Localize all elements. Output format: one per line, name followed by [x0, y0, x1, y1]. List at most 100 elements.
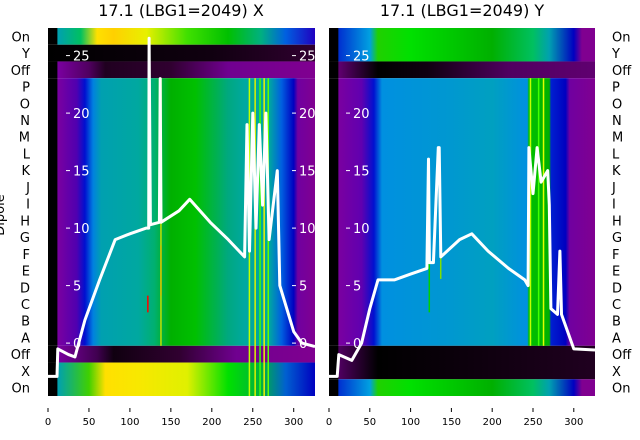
series-line-profile — [48, 36, 315, 378]
heatmap-stripe — [529, 78, 532, 346]
x-tick-label: 150 — [161, 417, 180, 428]
x-tick-label: 150 — [442, 417, 461, 428]
x-tick-label: 100 — [120, 417, 139, 428]
inner-y-tick-label: 15 — [73, 165, 90, 180]
row-label: E — [612, 265, 620, 280]
row-label: Off — [11, 64, 31, 79]
row-label: D — [20, 281, 30, 296]
inner-y-tick-label: 0 — [353, 337, 361, 352]
row-label: A — [612, 331, 621, 346]
panel-0: 0 5 10 15 20 250 5 10 15 20 25 On Y Off PONMLKJIHGFEDC… — [11, 28, 316, 428]
x-tick-label: 100 — [401, 417, 420, 428]
row-label: C — [612, 298, 621, 313]
row-label: G — [612, 231, 622, 246]
x-tick-label: 0 — [45, 417, 51, 428]
row-label: X — [612, 365, 621, 380]
inner-y-tick-label: 10 — [299, 222, 316, 237]
heatmap-stripe — [537, 78, 540, 346]
inner-y-tick-label: 25 — [299, 50, 316, 65]
y-axis-label: Dipole — [0, 194, 8, 235]
heatmap-band — [329, 61, 595, 79]
row-label: On — [612, 30, 630, 45]
row-label: B — [21, 315, 30, 330]
heatmap-stripe — [259, 78, 261, 396]
heatmap: 0 5 10 15 20 25 — [329, 28, 595, 396]
row-label: H — [20, 214, 30, 229]
row-label: L — [23, 147, 31, 162]
heatmap-band — [48, 362, 315, 396]
inner-y-tick-label: 5 — [299, 280, 307, 295]
row-label: F — [23, 248, 30, 263]
row-label: On — [12, 382, 30, 397]
x-tick-label: 300 — [564, 417, 583, 428]
heatmap-stripe — [147, 295, 149, 313]
x-tick-label: 0 — [326, 417, 332, 428]
row-label: On — [12, 30, 30, 45]
inner-y-tick-label: 25 — [73, 50, 90, 65]
row-label: N — [612, 114, 622, 129]
row-label: On — [612, 382, 630, 397]
row-label: Off — [612, 64, 632, 79]
inner-y-tick-label: 10 — [353, 222, 370, 237]
row-label: Off — [11, 348, 31, 363]
row-label: O — [20, 97, 30, 112]
x-tick-label: 250 — [523, 417, 542, 428]
row-label: X — [21, 365, 30, 380]
inner-y-tick-label: 20 — [299, 107, 316, 122]
inner-y-tick-label: 25 — [353, 50, 370, 65]
row-label: Y — [611, 47, 620, 62]
row-label: D — [612, 281, 622, 296]
x-tick-label: 200 — [483, 417, 502, 428]
row-label: P — [612, 81, 620, 96]
inner-y-tick-label: 20 — [353, 107, 370, 122]
x-tick-label: 200 — [202, 417, 221, 428]
row-label: J — [611, 181, 616, 196]
heatmap-band — [48, 44, 315, 62]
heatmap-band — [329, 28, 595, 62]
chart-title-y: 17.1 (LBG1=2049) Y — [380, 1, 545, 20]
row-label: F — [612, 248, 619, 263]
x-tick-label: 250 — [243, 417, 262, 428]
inner-y-tick-label: 15 — [353, 165, 370, 180]
heatmap-stripe — [542, 78, 545, 346]
row-label: I — [612, 198, 616, 213]
row-label: Y — [21, 47, 30, 62]
heatmap-band — [48, 345, 315, 363]
series-line-profile — [329, 146, 595, 378]
row-label: H — [612, 214, 622, 229]
row-label: L — [612, 147, 620, 162]
heatmap-stripe — [428, 262, 431, 313]
row-label: N — [20, 114, 30, 129]
row-label: O — [612, 97, 622, 112]
x-tick-label: 50 — [83, 417, 96, 428]
heatmap-band — [329, 345, 595, 380]
inner-y-tick-label: 5 — [73, 280, 81, 295]
row-label: K — [612, 164, 621, 179]
row-label: C — [21, 298, 30, 313]
row-label: E — [22, 265, 30, 280]
heatmap-stripe — [254, 78, 256, 396]
row-label: M — [19, 131, 30, 146]
row-label: K — [21, 164, 30, 179]
heatmap-band — [329, 379, 595, 396]
heatmap-band — [48, 28, 315, 45]
inner-y-tick-label: 5 — [353, 280, 361, 295]
x-tick-label: 50 — [363, 417, 376, 428]
heatmap-band — [48, 61, 315, 79]
row-label: Off — [612, 348, 632, 363]
inner-y-tick-label: 20 — [73, 107, 90, 122]
row-label: M — [612, 131, 623, 146]
x-tick-label: 300 — [284, 417, 303, 428]
row-label: I — [26, 198, 30, 213]
row-label: B — [612, 315, 621, 330]
row-label: J — [25, 181, 30, 196]
row-label: G — [20, 231, 30, 246]
heatmap-stripe — [263, 78, 265, 396]
inner-y-tick-label: 15 — [299, 165, 316, 180]
row-label: P — [22, 81, 30, 96]
row-label: A — [21, 331, 30, 346]
chart-title-x: 17.1 (LBG1=2049) X — [98, 1, 264, 20]
